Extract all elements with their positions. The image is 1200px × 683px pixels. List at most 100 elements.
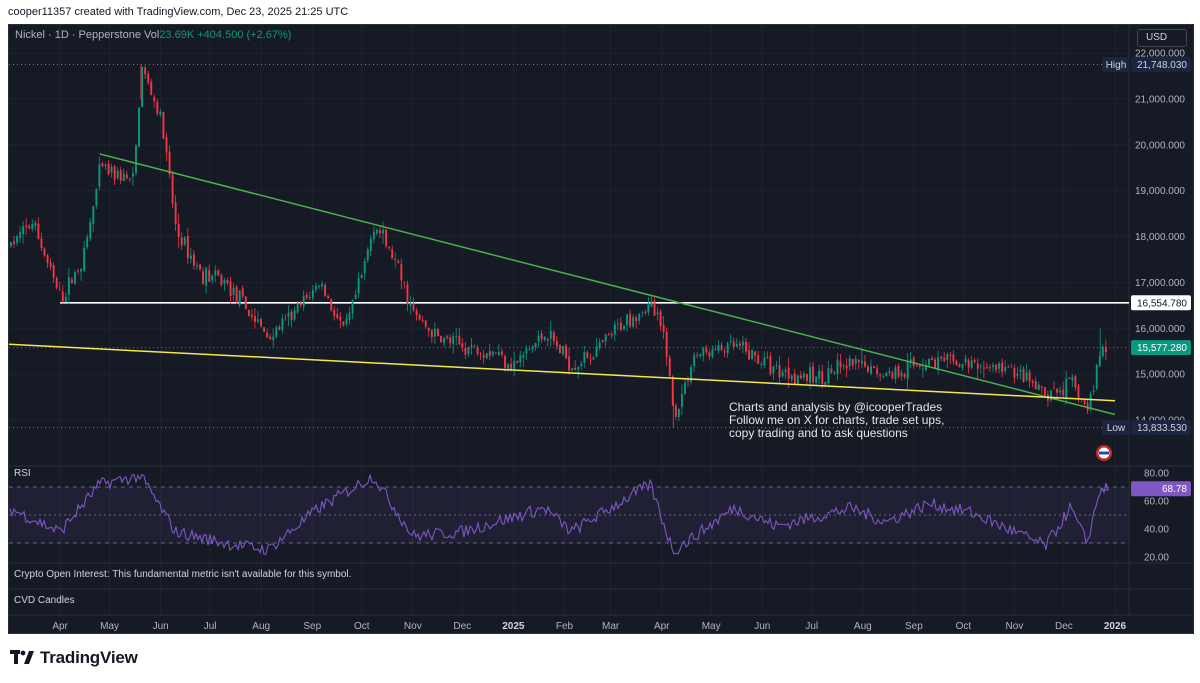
rsi-tick-label: 20.00 bbox=[1144, 553, 1169, 564]
candle-body bbox=[244, 296, 247, 309]
candle-body bbox=[278, 327, 281, 330]
time-tick-label: Dec bbox=[1055, 621, 1073, 632]
candle-body bbox=[138, 107, 140, 147]
chart-annotation[interactable]: Charts and analysis by @icooperTrades Fo… bbox=[729, 401, 944, 440]
candle-body bbox=[949, 354, 952, 356]
candle-body bbox=[507, 363, 510, 370]
candle-body bbox=[1065, 378, 1068, 398]
candle-body bbox=[775, 365, 778, 366]
candle-body bbox=[275, 327, 278, 338]
candle-body bbox=[385, 229, 388, 247]
candle-body bbox=[104, 164, 107, 167]
candle-body bbox=[342, 321, 345, 326]
candle-body bbox=[1016, 373, 1019, 376]
candle-body bbox=[888, 371, 891, 373]
candle-body bbox=[156, 101, 159, 114]
symbol-legend[interactable]: Nickel · 1D · Pepperstone Vol23.69K +404… bbox=[15, 28, 291, 42]
candle-body bbox=[128, 178, 131, 180]
time-tick-label: Apr bbox=[52, 621, 68, 632]
time-axis: Apr May Jun Jul Aug Sep Oct Nov Dec 2025 Feb Mar Apr… bbox=[52, 621, 1126, 632]
candle-body bbox=[912, 357, 915, 366]
candle-body bbox=[501, 351, 503, 355]
candle-body bbox=[909, 359, 912, 362]
candle-body bbox=[864, 361, 866, 367]
candle-body bbox=[333, 309, 336, 316]
candle-body bbox=[205, 268, 208, 286]
price-chart[interactable]: 22,000.000 21,000.000 20,000.000 19,000.000… bbox=[9, 25, 1194, 634]
candle-body bbox=[998, 363, 1001, 369]
candle-body bbox=[635, 317, 638, 322]
candle-body bbox=[943, 357, 946, 362]
candle-body bbox=[955, 360, 958, 366]
candle-body bbox=[171, 174, 174, 204]
candle-body bbox=[604, 334, 607, 342]
candle-body bbox=[74, 272, 76, 284]
candle-body bbox=[418, 314, 421, 320]
candle-body bbox=[159, 111, 162, 116]
low-price-tag-caption: Low bbox=[1107, 423, 1126, 434]
candle-body bbox=[162, 111, 165, 139]
candle-body bbox=[827, 368, 830, 384]
time-tick-label: 2026 bbox=[1104, 621, 1127, 632]
rsi-tick-label: 40.00 bbox=[1144, 525, 1169, 536]
candle-body bbox=[598, 342, 601, 348]
time-tick-label: Sep bbox=[303, 621, 321, 632]
tradingview-logo[interactable]: TradingView bbox=[10, 646, 138, 670]
candle-body bbox=[958, 364, 961, 368]
candle-body bbox=[488, 351, 491, 356]
candle-body bbox=[882, 376, 885, 377]
candle-body bbox=[860, 360, 863, 364]
candle-body bbox=[638, 313, 641, 321]
candle-body bbox=[494, 352, 497, 354]
time-tick-label: Oct bbox=[956, 621, 972, 632]
rsi-axis: 80.00 60.00 40.00 20.00 bbox=[1144, 469, 1169, 564]
candle-body bbox=[821, 371, 824, 385]
candle-body bbox=[144, 67, 147, 75]
rsi-value-tag-bg bbox=[1131, 481, 1191, 497]
candle-body bbox=[479, 354, 482, 356]
candle-body bbox=[1095, 364, 1098, 389]
time-tick-label: Aug bbox=[854, 621, 872, 632]
price-tick-label: 19,000.000 bbox=[1135, 186, 1185, 197]
trendlines bbox=[9, 153, 1116, 416]
candle-body bbox=[629, 313, 632, 327]
candle-body bbox=[86, 237, 89, 247]
time-tick-label: Jun bbox=[153, 621, 169, 632]
candle-body bbox=[260, 319, 262, 327]
candle-body bbox=[854, 358, 857, 364]
candle-body bbox=[263, 327, 266, 332]
candle-body bbox=[583, 352, 586, 363]
candle-body bbox=[534, 342, 537, 348]
candle-body bbox=[946, 354, 949, 360]
candle-body bbox=[150, 81, 153, 95]
candle-body bbox=[546, 338, 549, 341]
candle-body bbox=[742, 341, 744, 346]
candle-body bbox=[28, 226, 31, 229]
flag-icon[interactable] bbox=[1096, 445, 1112, 461]
candle-body bbox=[812, 366, 815, 383]
candle-body bbox=[64, 296, 67, 302]
rsi-label[interactable]: RSI bbox=[14, 468, 31, 479]
candle-body bbox=[247, 309, 250, 316]
candle-body bbox=[702, 348, 705, 356]
annotation-line-2: Follow me on X for charts, trade set ups… bbox=[729, 413, 945, 427]
candle-body bbox=[867, 366, 869, 372]
candle-body bbox=[217, 270, 220, 276]
candle-body bbox=[55, 277, 58, 288]
candle-body bbox=[671, 376, 674, 406]
time-tick-label: Apr bbox=[654, 621, 670, 632]
candle-body bbox=[989, 367, 991, 369]
cvd-label[interactable]: CVD Candles bbox=[14, 595, 75, 606]
candle-body bbox=[967, 360, 970, 368]
candle-body bbox=[571, 368, 574, 371]
currency-button[interactable]: USD bbox=[1137, 29, 1187, 47]
candle-body bbox=[464, 347, 467, 355]
candle-body bbox=[647, 304, 650, 313]
candle-body bbox=[1059, 390, 1062, 393]
candle-body bbox=[781, 372, 784, 377]
tradingview-logo-text: TradingView bbox=[40, 648, 138, 667]
candle-body bbox=[815, 376, 818, 383]
candle-body bbox=[376, 230, 378, 234]
candle-body bbox=[1004, 366, 1007, 371]
candle-body bbox=[839, 361, 842, 368]
